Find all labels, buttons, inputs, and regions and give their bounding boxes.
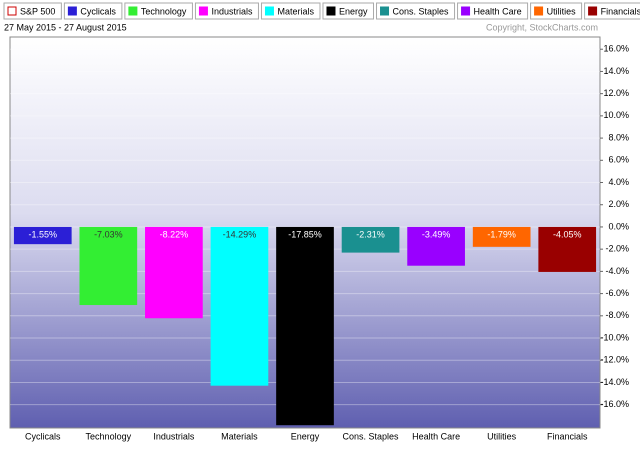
legend-item	[3, 2, 62, 20]
y-tick-label: 6.0%	[608, 155, 629, 165]
bar	[210, 226, 269, 386]
value-label: -3.49%	[422, 229, 451, 239]
y-tick-label: -6.0%	[605, 288, 629, 298]
legend-swatch	[534, 6, 544, 16]
y-tick-label: 12.0%	[603, 88, 629, 98]
y-tick-label: -12.0%	[600, 355, 629, 365]
legend-item	[322, 2, 375, 20]
legend-swatch	[264, 6, 274, 16]
y-tick-label: -8.0%	[605, 310, 629, 320]
legend-label: Cons. Staples	[393, 6, 450, 16]
legend-label: Cyclicals	[80, 6, 116, 16]
legend-label: Industrials	[211, 6, 253, 16]
legend-item	[530, 2, 583, 20]
x-tick-label: Energy	[291, 431, 320, 441]
x-tick-label: Financials	[547, 431, 588, 441]
legend-item	[194, 2, 259, 20]
legend-item	[376, 2, 456, 20]
x-tick-label: Utilities	[487, 431, 517, 441]
bar	[538, 226, 597, 272]
y-tick-label: 16.0%	[603, 44, 629, 54]
legend-label: Technology	[141, 6, 187, 16]
legend-label: Financials	[601, 6, 640, 16]
legend-swatch	[461, 6, 471, 16]
legend-label: Energy	[339, 6, 368, 16]
legend-swatch	[380, 6, 390, 16]
copyright: Copyright, StockCharts.com	[486, 22, 598, 32]
legend-item	[63, 2, 123, 20]
y-tick-label: -16.0%	[600, 399, 629, 409]
y-tick-label: 4.0%	[608, 177, 629, 187]
value-label: -1.55%	[29, 229, 58, 239]
legend-swatch	[67, 6, 77, 16]
value-label: -17.85%	[288, 229, 322, 239]
x-tick-label: Materials	[221, 431, 258, 441]
value-label: -14.29%	[223, 229, 257, 239]
y-tick-label: -10.0%	[600, 332, 629, 342]
legend-swatch	[198, 6, 208, 16]
legend-label: Health Care	[474, 6, 522, 16]
x-tick-label: Health Care	[412, 431, 460, 441]
y-tick-label: -4.0%	[605, 266, 629, 276]
bar	[472, 226, 531, 247]
y-tick-label: 14.0%	[603, 66, 629, 76]
y-tick-label: -2.0%	[605, 244, 629, 254]
legend-item	[584, 2, 640, 20]
legend-item	[260, 2, 321, 20]
bar	[13, 226, 72, 245]
legend-swatch	[326, 6, 336, 16]
x-tick-label: Technology	[86, 431, 132, 441]
y-tick-label: 0.0%	[608, 221, 629, 231]
y-tick-label: 2.0%	[608, 199, 629, 209]
y-tick-label: 8.0%	[608, 132, 629, 142]
y-tick-label: 10.0%	[603, 110, 629, 120]
bar	[341, 226, 400, 253]
legend-item	[124, 2, 193, 20]
legend-label: Materials	[277, 6, 314, 16]
value-label: -7.03%	[94, 229, 123, 239]
value-label: -2.31%	[356, 229, 385, 239]
bar	[145, 226, 203, 319]
x-tick-label: Cons. Staples	[343, 431, 400, 441]
value-label: -1.79%	[487, 229, 516, 239]
value-label: -8.22%	[160, 229, 189, 239]
legend-swatch	[128, 6, 138, 16]
legend-label: Utilities	[547, 6, 577, 16]
value-label: -4.05%	[553, 229, 582, 239]
x-tick-label: Cyclicals	[25, 431, 61, 441]
bar	[79, 226, 138, 306]
bar	[276, 226, 334, 426]
legend-swatch	[588, 6, 598, 16]
legend-label: S&P 500	[20, 6, 55, 16]
x-tick-label: Industrials	[153, 431, 195, 441]
y-tick-label: -14.0%	[600, 377, 629, 387]
legend-swatch	[7, 6, 17, 16]
legend-item	[457, 2, 529, 20]
bar	[407, 226, 465, 266]
subtitle: 27 May 2015 - 27 August 2015	[4, 22, 127, 32]
